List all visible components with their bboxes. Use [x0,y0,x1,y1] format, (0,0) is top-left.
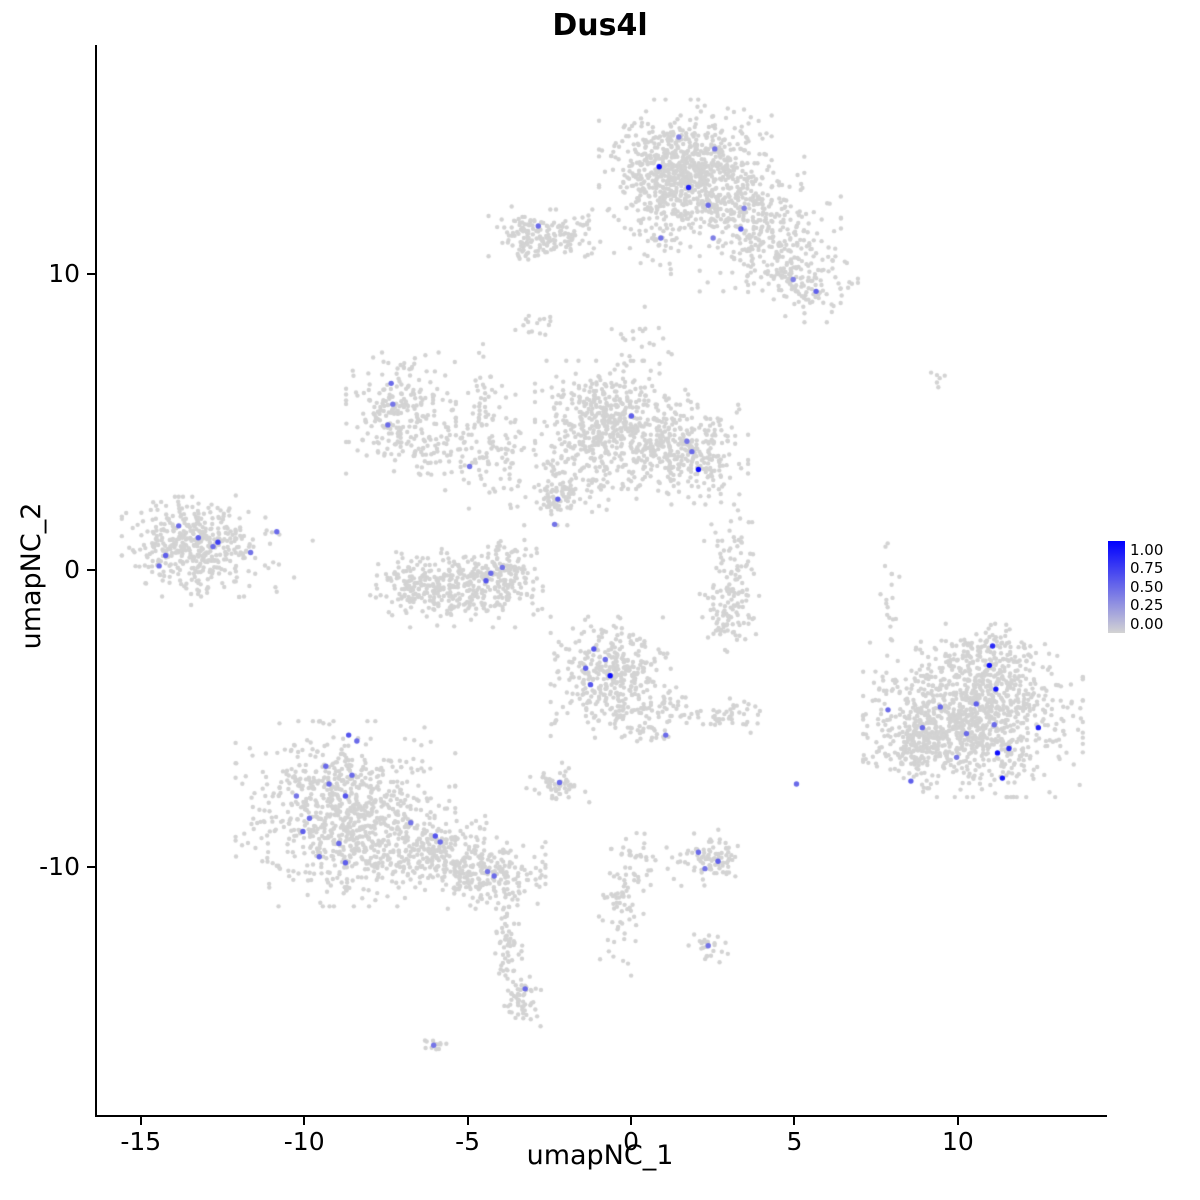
scatter-canvas [97,45,1107,1115]
x-tick-mark [303,1117,306,1125]
x-tick-mark [793,1117,796,1125]
x-axis-title: umapNC_1 [526,1140,674,1171]
y-tick-mark [87,272,95,275]
y-tick-mark [87,866,95,869]
legend-tick-label: 0.50 [1130,577,1164,596]
expression-legend: 1.00 0.75 0.50 0.25 0.00 [1108,541,1163,633]
x-tick-label: -15 [120,1127,162,1156]
x-tick-label: -10 [283,1127,325,1156]
x-tick-label: 0 [623,1127,639,1156]
plot-title: Dus4l [552,8,648,43]
x-tick-label: -5 [455,1127,481,1156]
x-tick-label: 5 [786,1127,803,1156]
y-tick-label: 10 [48,258,80,288]
x-tick-label: 10 [942,1127,974,1156]
legend-labels: 1.00 0.75 0.50 0.25 0.00 [1130,541,1163,633]
legend-gradient-bar [1108,541,1125,633]
x-tick-mark [956,1117,959,1125]
y-tick-label: 0 [64,555,80,585]
legend-tick-label: 0.25 [1130,596,1164,615]
x-tick-mark [139,1117,142,1125]
x-tick-mark [466,1117,469,1125]
plot-panel [95,45,1107,1117]
y-tick-label: -10 [39,852,80,882]
x-tick-mark [630,1117,633,1125]
legend-tick-label: 0.75 [1130,559,1164,578]
legend-tick-label: 1.00 [1130,541,1164,559]
y-tick-mark [87,569,95,572]
legend-tick-label: 0.00 [1130,614,1164,633]
